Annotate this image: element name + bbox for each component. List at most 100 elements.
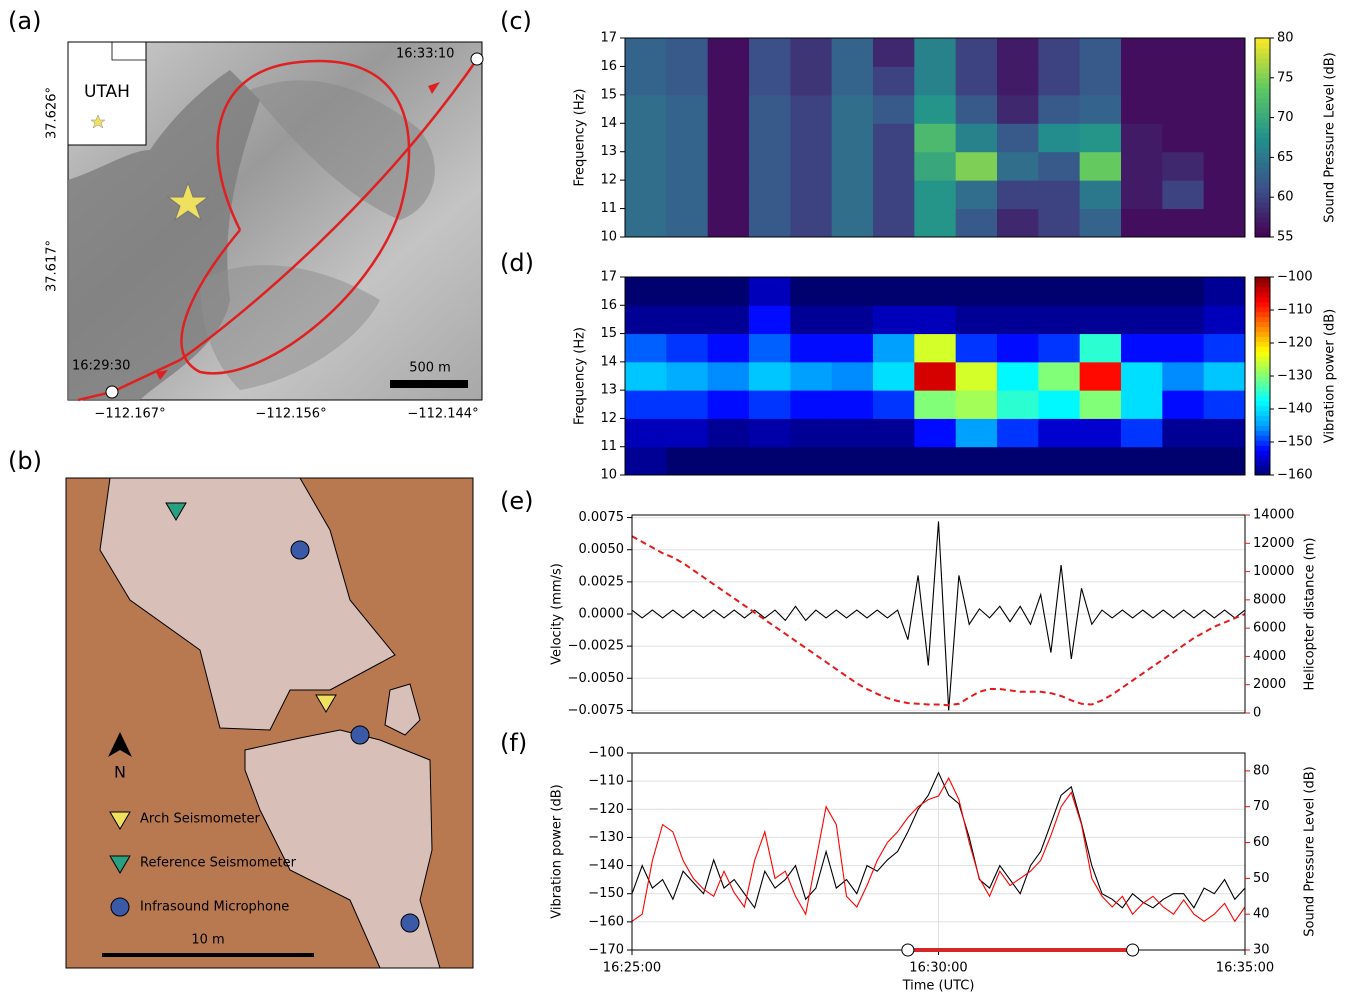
colorbar-segment: [1255, 331, 1270, 337]
lon-tick-label: −112.156°: [255, 407, 326, 422]
colorbar-segment: [1255, 122, 1270, 129]
y2-tick-label: 4000: [1253, 649, 1286, 664]
y-axis-label: Frequency (Hz): [573, 88, 588, 186]
heatmap-cell: [625, 208, 667, 238]
heatmap-cell: [790, 123, 833, 153]
heatmap-cell: [831, 333, 874, 363]
heatmap-cell: [790, 94, 833, 124]
y-tick-label: −100: [588, 746, 624, 761]
colorbar-segment: [1255, 395, 1270, 402]
y-axis-label: Velocity (mm/s): [550, 563, 565, 665]
series-line: [631, 535, 1246, 707]
colorbar-segment: [1255, 57, 1270, 64]
colorbar-segment: [1255, 162, 1270, 168]
heatmap-cell: [1162, 418, 1205, 448]
heatmap-cell: [1079, 446, 1122, 476]
map-panel: UTAH 16:29:30 16:33:10 500 m 37.626° 37.…: [45, 41, 484, 422]
colorbar-segment: [1255, 152, 1270, 158]
colorbar-segment: [1255, 455, 1270, 461]
heatmap-cell: [707, 305, 750, 335]
scale-bar: [390, 380, 468, 388]
heatmap-cell: [831, 418, 874, 448]
microphone: [350, 725, 370, 745]
colorbar-segment: [1255, 326, 1270, 332]
heatmap-cell: [873, 180, 915, 210]
heatmap-cell: [873, 151, 915, 181]
y2-axis-label: Sound Pressure Level (dB): [1303, 766, 1318, 936]
colorbar-segment: [1255, 291, 1270, 298]
heatmap-cell: [873, 94, 915, 124]
colorbar-segment: [1255, 38, 1270, 44]
heatmap-cell: [666, 180, 709, 210]
plot-frame: [624, 37, 1246, 238]
y-tick-label: 14: [600, 354, 617, 369]
colorbar-tick-label: 55: [1277, 230, 1294, 245]
colorbar-segment: [1255, 47, 1270, 54]
end-time: 16:33:10: [396, 47, 454, 62]
y2-tick-label: 8000: [1253, 592, 1286, 607]
colorbar-segment: [1255, 92, 1270, 99]
heatmap-cell: [1162, 333, 1205, 363]
colorbar-segment: [1255, 440, 1270, 446]
heatmap-cell: [707, 418, 750, 448]
heatmap-cell: [955, 38, 998, 67]
heatmap-cell: [749, 277, 791, 306]
heatmap-cell: [997, 208, 1039, 238]
heatmap-cell: [625, 361, 667, 391]
colorbar-segment: [1255, 207, 1270, 213]
colorbar-tick-label: −130: [1277, 369, 1313, 384]
heatmap-cell: [831, 38, 874, 67]
colorbar-label: Sound Pressure Level (dB): [1323, 52, 1338, 222]
heatmap-cell: [625, 151, 667, 181]
heatmap-cell: [831, 180, 874, 210]
lat-tick-label: 37.626°: [45, 87, 60, 139]
colorbar-segment: [1255, 227, 1270, 233]
y-tick-label: 0.0025: [579, 574, 625, 589]
colorbar-segment: [1255, 301, 1270, 308]
heatmap-cell: [1162, 446, 1205, 476]
heatmap-cell: [1121, 305, 1163, 335]
colorbar-segment: [1255, 460, 1270, 466]
colorbar-label: Vibration power (dB): [1323, 309, 1338, 443]
heatmap-cell: [707, 390, 750, 419]
x-tick-label: 16:30:00: [909, 961, 967, 976]
heatmap-cell: [1203, 305, 1246, 335]
x-axis-label: Time (UTC): [902, 979, 975, 993]
heatmap-cell: [1038, 418, 1081, 448]
heatmap-cell: [997, 94, 1039, 124]
heatmap-cell: [1038, 38, 1081, 67]
colorbar-segment: [1255, 112, 1270, 119]
legend-label: Arch Seismometer: [140, 812, 260, 827]
colorbar-segment: [1255, 380, 1270, 387]
heatmap-cell: [1121, 94, 1163, 124]
colorbar-segment: [1255, 336, 1270, 342]
heatmap-cell: [955, 305, 998, 335]
heatmap-cell: [1203, 390, 1246, 419]
y-tick-label: −130: [588, 830, 624, 845]
colorbar-segment: [1255, 177, 1270, 183]
heatmap-cell: [707, 151, 750, 181]
scale-label: 10 m: [191, 933, 224, 948]
colorbar-segment: [1255, 82, 1270, 89]
heatmap-cell: [666, 151, 709, 181]
colorbar-segment: [1255, 306, 1270, 313]
reference-seismometer: [165, 502, 187, 521]
heatmap-cell: [707, 123, 750, 153]
start-time: 16:29:30: [72, 359, 130, 374]
heatmap-cell: [1079, 151, 1122, 181]
y-tick-label: 17: [600, 270, 617, 285]
panel-label: (e): [500, 487, 534, 515]
heatmap-cell: [1203, 277, 1246, 306]
heatmap-cell: [666, 418, 709, 448]
heatmap-cell: [831, 94, 874, 124]
heatmap-cell: [997, 446, 1039, 476]
heatmap-cell: [873, 66, 915, 96]
legend-label: Reference Seismometer: [140, 856, 297, 871]
lon-tick-label: −112.167°: [94, 407, 165, 422]
colorbar-segment: [1255, 197, 1270, 203]
heatmap-cell: [1121, 208, 1163, 238]
y-tick-label: 11: [600, 201, 617, 216]
inset-border: [111, 42, 146, 61]
y2-tick-label: 6000: [1253, 621, 1286, 636]
heatmap: [625, 277, 1246, 476]
